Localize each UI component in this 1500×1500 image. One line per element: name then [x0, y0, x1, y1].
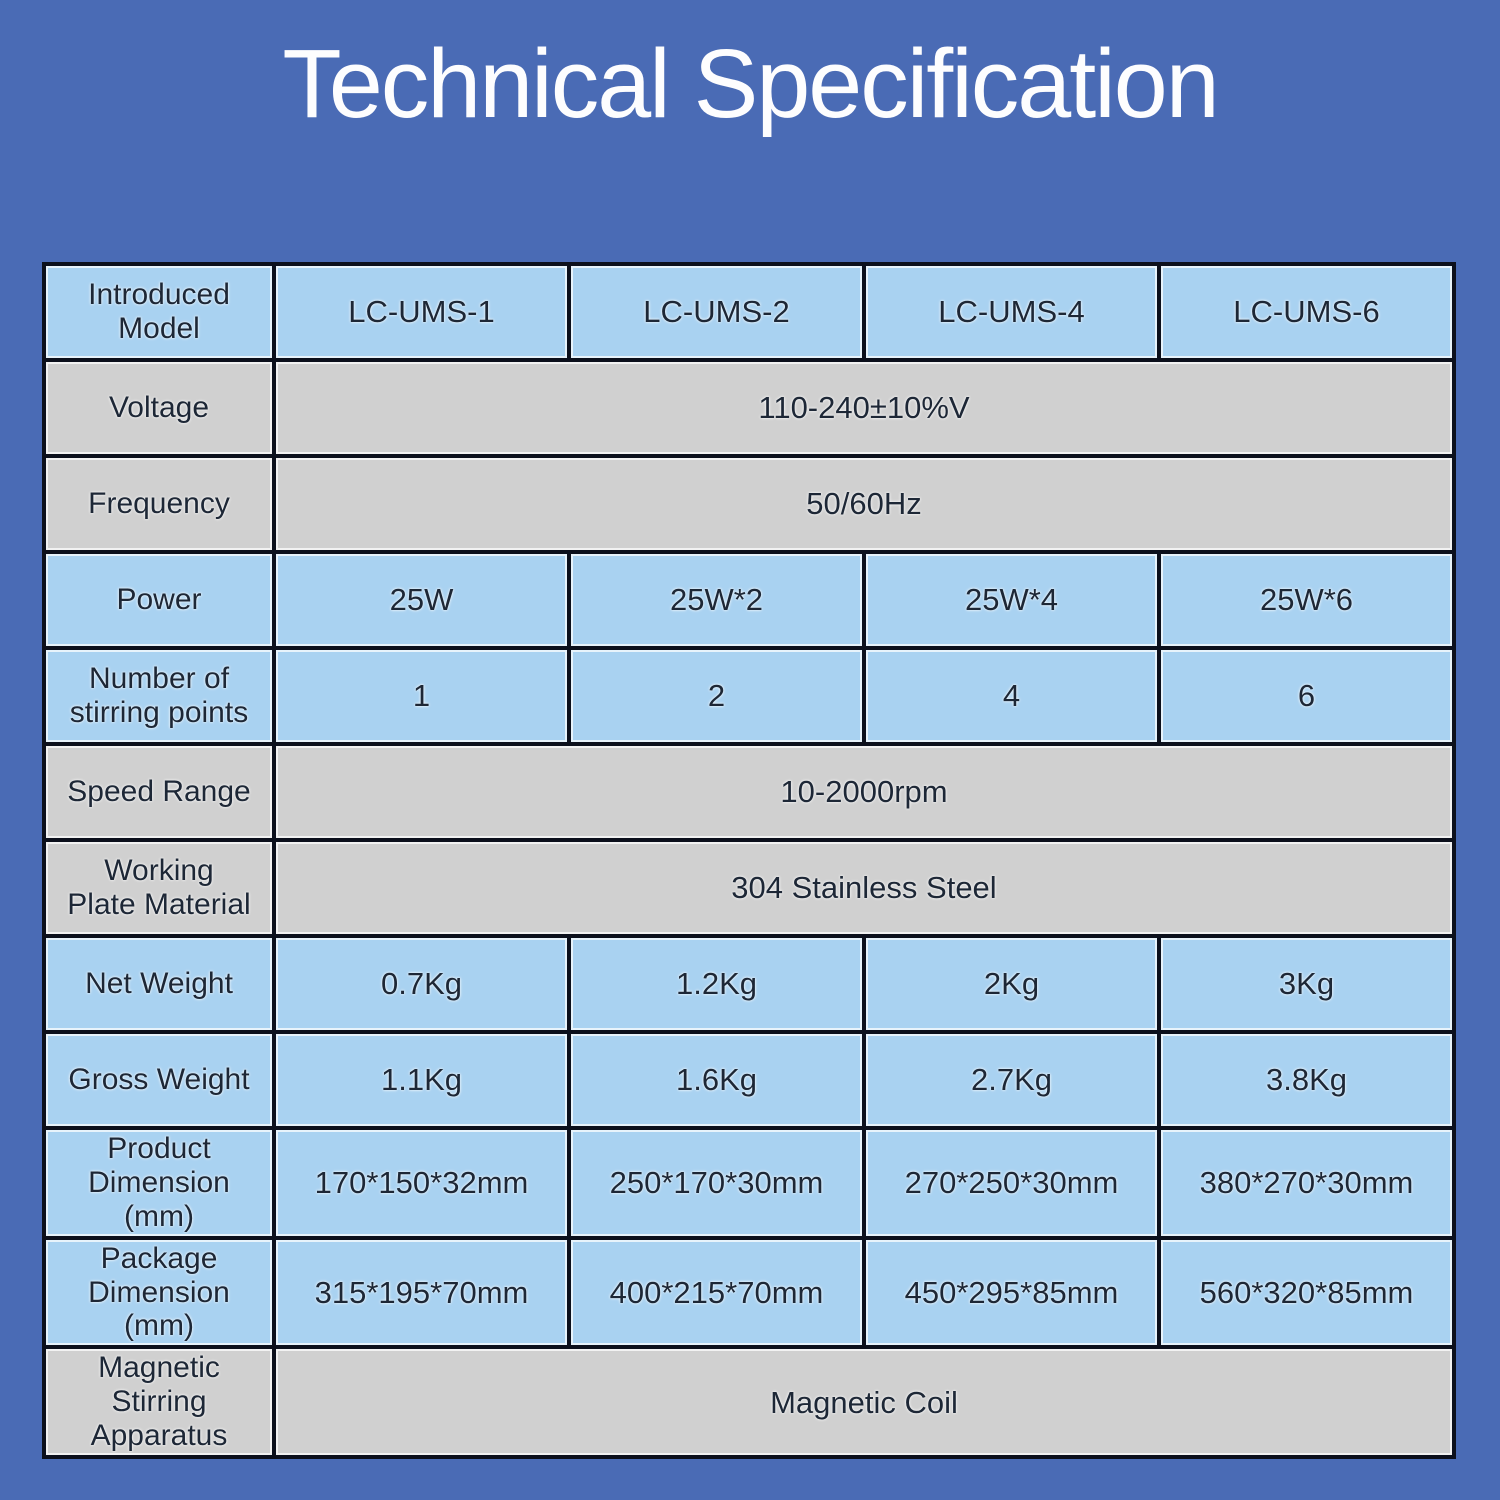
value-cell: 304 Stainless Steel: [276, 842, 1452, 934]
spec-row-stirring-points: Number of stirring points 1 2 4 6: [46, 650, 1452, 742]
row-label-cell: Product Dimension (mm): [46, 1130, 272, 1236]
value-cell: 6: [1161, 650, 1452, 742]
row-label-cell: Number of stirring points: [46, 650, 272, 742]
model-cell: LC-UMS-4: [866, 266, 1157, 358]
spec-row-speed-range: Speed Range 10-2000rpm: [46, 746, 1452, 838]
value-cell: 1.1Kg: [276, 1034, 567, 1126]
value-cell: 380*270*30mm: [1161, 1130, 1452, 1236]
value-cell: 25W*4: [866, 554, 1157, 646]
value-cell: 560*320*85mm: [1161, 1239, 1452, 1346]
spec-row-power: Power 25W 25W*2 25W*4 25W*6: [46, 554, 1452, 646]
row-label-cell: Gross Weight: [46, 1034, 272, 1126]
row-label-cell: Working Plate Material: [46, 842, 272, 934]
page-title: Technical Specification: [282, 29, 1219, 138]
row-label-cell: Magnetic Stirring Apparatus: [46, 1349, 272, 1456]
spec-row-net-weight: Net Weight 0.7Kg 1.2Kg 2Kg 3Kg: [46, 938, 1452, 1030]
row-label-cell: Voltage: [46, 362, 272, 454]
value-cell: 2.7Kg: [866, 1034, 1157, 1126]
value-cell: 3Kg: [1161, 938, 1452, 1030]
value-cell: 0.7Kg: [276, 938, 567, 1030]
value-cell: 450*295*85mm: [866, 1239, 1157, 1346]
value-cell: 250*170*30mm: [571, 1130, 862, 1236]
value-cell: 25W*6: [1161, 554, 1452, 646]
value-cell: 4: [866, 650, 1157, 742]
spec-row-working-plate-material: Working Plate Material 304 Stainless Ste…: [46, 842, 1452, 934]
spec-row-gross-weight: Gross Weight 1.1Kg 1.6Kg 2.7Kg 3.8Kg: [46, 1034, 1452, 1126]
value-cell: 25W*2: [571, 554, 862, 646]
model-cell: LC-UMS-6: [1161, 266, 1452, 358]
model-cell: LC-UMS-1: [276, 266, 567, 358]
value-cell: 400*215*70mm: [571, 1239, 862, 1346]
row-label-cell: Power: [46, 554, 272, 646]
value-cell: 2Kg: [866, 938, 1157, 1030]
row-label-cell: Frequency: [46, 458, 272, 550]
value-cell: 270*250*30mm: [866, 1130, 1157, 1236]
spec-row-introduced-model: Introduced Model LC-UMS-1 LC-UMS-2 LC-UM…: [46, 266, 1452, 358]
model-cell: LC-UMS-2: [571, 266, 862, 358]
value-cell: 110-240±10%V: [276, 362, 1452, 454]
value-cell: 3.8Kg: [1161, 1034, 1452, 1126]
value-cell: 2: [571, 650, 862, 742]
value-cell: Magnetic Coil: [276, 1349, 1452, 1456]
row-label-cell: Speed Range: [46, 746, 272, 838]
value-cell: 10-2000rpm: [276, 746, 1452, 838]
value-cell: 25W: [276, 554, 567, 646]
spec-row-product-dimension: Product Dimension (mm) 170*150*32mm 250*…: [46, 1130, 1452, 1236]
row-label-cell: Net Weight: [46, 938, 272, 1030]
value-cell: 1: [276, 650, 567, 742]
value-cell: 50/60Hz: [276, 458, 1452, 550]
spec-row-voltage: Voltage 110-240±10%V: [46, 362, 1452, 454]
spec-row-package-dimension: Package Dimension (mm) 315*195*70mm 400*…: [46, 1239, 1452, 1346]
spec-table: Introduced Model LC-UMS-1 LC-UMS-2 LC-UM…: [42, 262, 1456, 1460]
spec-row-frequency: Frequency 50/60Hz: [46, 458, 1452, 550]
value-cell: 170*150*32mm: [276, 1130, 567, 1236]
value-cell: 1.6Kg: [571, 1034, 862, 1126]
value-cell: 1.2Kg: [571, 938, 862, 1030]
row-label-cell: Package Dimension (mm): [46, 1239, 272, 1346]
row-label-cell: Introduced Model: [46, 266, 272, 358]
spec-row-magnetic-stirring-apparatus: Magnetic Stirring Apparatus Magnetic Coi…: [46, 1349, 1452, 1456]
value-cell: 315*195*70mm: [276, 1239, 567, 1346]
